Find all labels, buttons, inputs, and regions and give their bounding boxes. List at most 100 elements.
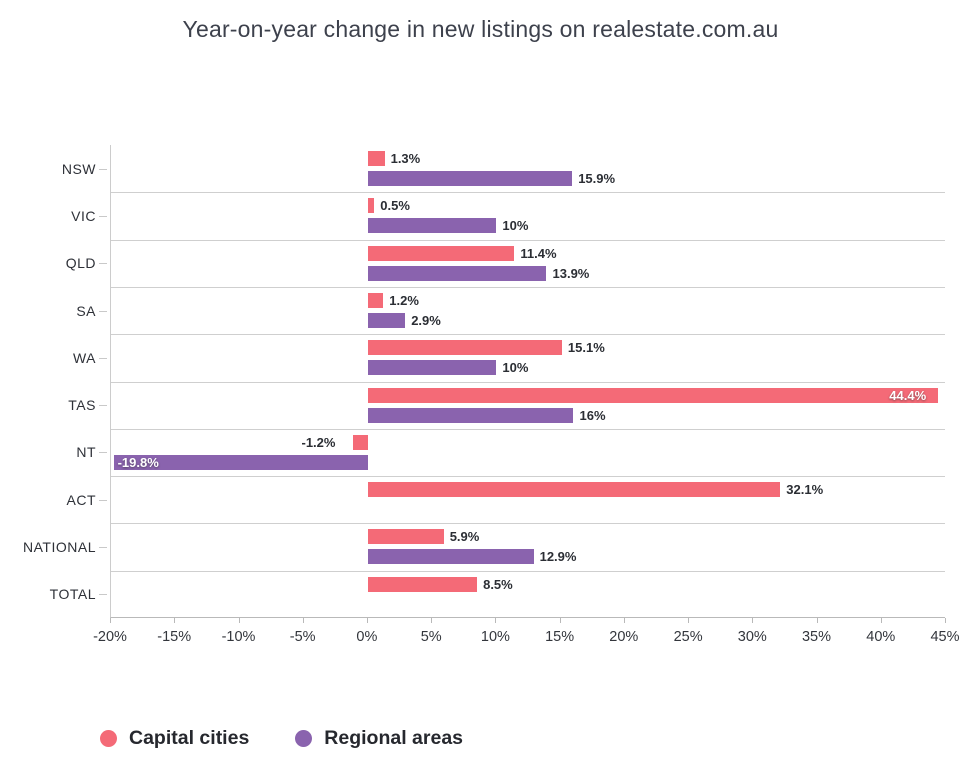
y-axis-labels: NSW VIC QLD SA WA TAS NT ACT NATIONAL TOTAL bbox=[0, 145, 110, 618]
row-separator bbox=[111, 239, 945, 241]
plot-area: 1.3% 15.9% 0.5% 10% 11.4% 13.9% 1.2% 2.9% 15.1% 1… bbox=[110, 145, 945, 618]
category-label-national: NATIONAL bbox=[23, 539, 96, 555]
bar-capital-cities-sa[interactable] bbox=[367, 292, 384, 308]
x-tick-mark bbox=[495, 618, 497, 623]
row-separator bbox=[111, 476, 945, 478]
x-tick-label--20pct: -20% bbox=[93, 629, 127, 645]
value-label-qld-capital-cities: 11.4% bbox=[520, 245, 557, 261]
value-label-nt-regional-areas: -19.8% bbox=[117, 454, 159, 470]
chart-title: Year-on-year change in new listings on r… bbox=[182, 16, 779, 42]
x-tick-mark bbox=[623, 618, 625, 623]
x-tick-mark bbox=[302, 618, 304, 623]
capital-cities-swatch-icon bbox=[100, 730, 117, 747]
x-tick-label-45pct: 45% bbox=[930, 629, 960, 645]
value-label-qld-regional-areas: 13.9% bbox=[552, 265, 590, 281]
category-label-sa: SA bbox=[76, 302, 96, 319]
y-tick-mark bbox=[99, 547, 107, 548]
x-tick-label-25pct: 25% bbox=[673, 629, 703, 645]
category-label-act: ACT bbox=[66, 491, 96, 508]
row-separator bbox=[111, 381, 945, 383]
category-label-vic: VIC bbox=[71, 207, 96, 224]
x-tick-label-10pct: 10% bbox=[480, 629, 510, 645]
y-tick-mark bbox=[99, 215, 107, 217]
value-label-nt-capital-cities: -1.2% bbox=[301, 434, 336, 450]
bar-regional-areas-nsw[interactable] bbox=[367, 171, 573, 186]
x-tick-label--15pct: -15% bbox=[157, 629, 192, 645]
value-label-act-capital-cities: 32.1% bbox=[786, 482, 824, 498]
x-tick-mark bbox=[110, 618, 111, 623]
x-tick-mark bbox=[816, 618, 818, 623]
legend-label-regional-areas: Regional areas bbox=[324, 727, 464, 749]
value-label-tas-regional-areas: 16% bbox=[579, 407, 606, 423]
y-tick-mark bbox=[99, 452, 107, 454]
row-separator bbox=[111, 286, 945, 288]
x-tick-label-20pct: 20% bbox=[609, 629, 639, 645]
y-tick-mark bbox=[99, 357, 107, 359]
bar-capital-cities-national[interactable] bbox=[367, 529, 444, 545]
bar-capital-cities-nsw[interactable] bbox=[367, 151, 385, 166]
bar-capital-cities-vic[interactable] bbox=[367, 198, 375, 214]
x-tick-mark bbox=[174, 618, 176, 623]
bar-capital-cities-qld[interactable] bbox=[367, 245, 515, 261]
x-tick-mark bbox=[752, 618, 754, 623]
row-separator bbox=[111, 570, 945, 572]
category-label-total: TOTAL bbox=[49, 586, 96, 603]
value-label-nsw-capital-cities: 1.3% bbox=[390, 151, 421, 166]
x-tick-mark bbox=[559, 618, 561, 623]
x-axis-labels: -20% -15% -10% -5% 0% 5% 10% 15% 20% 25% 30% 35% 40%… bbox=[93, 618, 960, 658]
x-tick-label--5pct: -5% bbox=[289, 629, 316, 645]
y-tick-mark bbox=[99, 594, 107, 596]
legend-item-capital-cities[interactable]: Capital cities bbox=[100, 727, 249, 750]
bar-regional-areas-wa[interactable] bbox=[367, 360, 497, 376]
value-label-tas-capital-cities: 44.4% bbox=[889, 387, 927, 403]
row-separator bbox=[111, 334, 945, 336]
bar-regional-areas-national[interactable] bbox=[367, 549, 534, 565]
category-label-nsw: NSW bbox=[61, 160, 96, 177]
bar-regional-areas-nt[interactable] bbox=[113, 454, 368, 470]
legend: Capital cities Regional areas bbox=[100, 727, 463, 750]
y-tick-mark bbox=[99, 499, 107, 501]
value-label-national-capital-cities: 5.9% bbox=[449, 529, 480, 545]
y-tick-mark bbox=[99, 405, 107, 407]
x-tick-label-30pct: 30% bbox=[737, 629, 767, 645]
bar-capital-cities-nt[interactable] bbox=[352, 434, 368, 450]
bar-regional-areas-qld[interactable] bbox=[367, 265, 547, 281]
x-tick-label-0pct: 0% bbox=[356, 629, 378, 645]
x-tick-label-5pct: 5% bbox=[420, 629, 442, 645]
x-tick-mark bbox=[366, 618, 368, 623]
legend-item-regional-areas[interactable]: Regional areas bbox=[295, 727, 463, 750]
value-label-vic-capital-cities: 0.5% bbox=[380, 198, 410, 214]
category-label-tas: TAS bbox=[68, 397, 96, 414]
bar-capital-cities-act[interactable] bbox=[367, 482, 781, 498]
x-tick-label-35pct: 35% bbox=[801, 629, 832, 645]
value-label-wa-regional-areas: 10% bbox=[502, 360, 529, 376]
value-label-total-capital-cities: 8.5% bbox=[483, 576, 513, 592]
category-label-nt: NT bbox=[76, 444, 96, 461]
regional-areas-swatch-icon bbox=[295, 730, 313, 747]
x-tick-label-40pct: 40% bbox=[866, 629, 896, 645]
x-tick-mark bbox=[431, 618, 433, 623]
bar-regional-areas-tas[interactable] bbox=[367, 407, 574, 423]
bar-regional-areas-vic[interactable] bbox=[367, 218, 497, 234]
bar-capital-cities-tas[interactable] bbox=[367, 387, 939, 403]
row-separator bbox=[111, 428, 945, 430]
value-label-sa-regional-areas: 2.9% bbox=[411, 312, 441, 328]
value-label-vic-regional-areas: 10% bbox=[502, 218, 529, 234]
legend-label-capital-cities: Capital cities bbox=[129, 727, 250, 749]
value-label-wa-capital-cities: 15.1% bbox=[567, 340, 605, 356]
x-tick-label-15pct: 15% bbox=[545, 629, 575, 645]
x-tick-mark bbox=[945, 618, 946, 623]
category-label-wa: WA bbox=[72, 349, 96, 366]
x-tick-mark bbox=[880, 618, 882, 623]
x-tick-label--10pct: -10% bbox=[221, 629, 256, 645]
y-tick-mark bbox=[99, 263, 107, 265]
y-tick-mark bbox=[99, 310, 107, 312]
bar-capital-cities-total[interactable] bbox=[367, 576, 478, 592]
category-label-qld: QLD bbox=[65, 255, 96, 272]
bar-regional-areas-sa[interactable] bbox=[367, 312, 406, 328]
row-separator bbox=[111, 523, 945, 525]
y-tick-mark bbox=[99, 168, 107, 170]
value-label-nsw-regional-areas: 15.9% bbox=[578, 171, 616, 186]
bar-capital-cities-wa[interactable] bbox=[367, 340, 562, 356]
